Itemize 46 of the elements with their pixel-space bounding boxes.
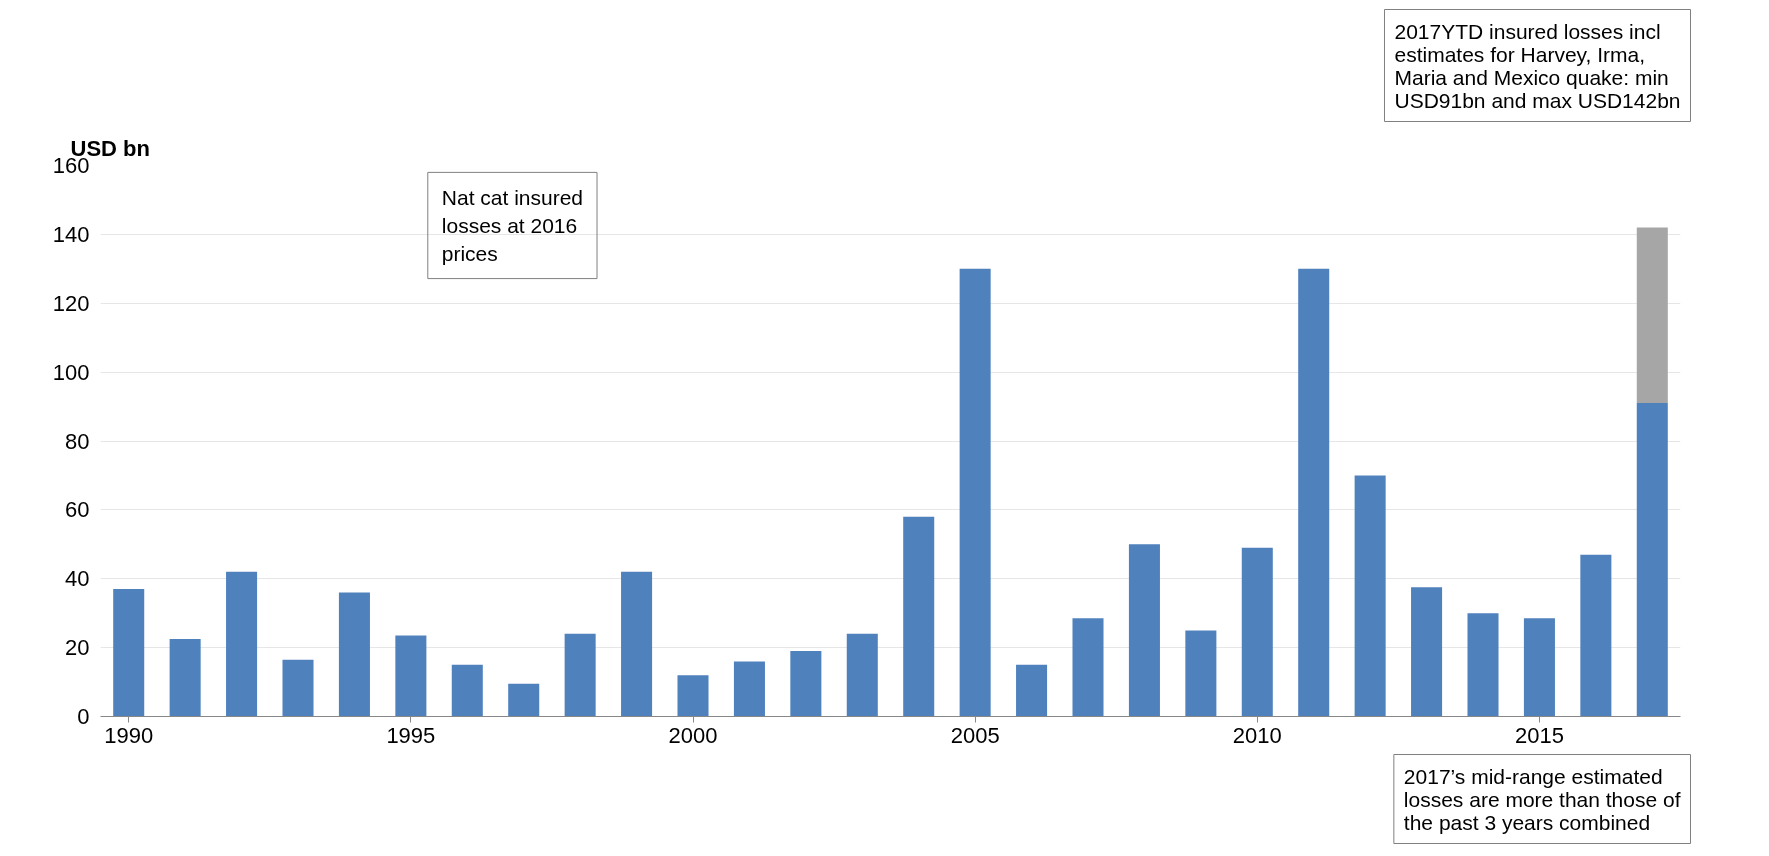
x-tick-label: 1995 [386,722,436,748]
y-tick-label: 120 [52,290,90,316]
y-tick-label: 20 [65,635,90,661]
bar [564,633,596,717]
annotation: Nat cat insured losses at 2016 prices [441,186,584,265]
bar [1185,630,1217,717]
bar [451,664,483,717]
bar [1636,403,1668,717]
x-tick-label: 2010 [1232,722,1282,748]
bar [1241,547,1273,717]
x-tick-label: 2005 [950,722,1000,748]
text: 2017YTD insured losses incl estimates for Harvey, Irma, Maria and Mexico quake: min USD91bn and max USD142bn [1394,19,1681,112]
y-tick-label: 0 [77,704,90,729]
bar [790,651,822,717]
y-tick-label: 100 [52,359,90,385]
bar [733,661,765,717]
x-tick-label: 1990 [104,722,154,748]
bar [1298,268,1330,717]
bar [1072,618,1104,717]
bar [508,683,540,717]
bar [338,592,370,717]
bar [621,571,653,717]
bar [1467,613,1499,717]
bar [959,268,991,717]
y-tick-label: 140 [52,221,90,247]
bar [846,633,878,717]
bar [282,659,314,717]
bar [1354,475,1386,717]
bar [1580,554,1612,717]
bar [1636,227,1668,404]
bar [113,589,145,717]
bar [395,635,427,717]
y-tick-label: 40 [65,566,90,592]
bar [1523,618,1555,717]
bar [677,675,709,717]
bar [169,639,201,717]
text: 2017’s mid-range estimated losses are more than those of the past 3 years combined [1403,764,1681,834]
y-tick-label: 60 [65,497,90,523]
bar [903,516,935,717]
bar [1016,664,1048,717]
bar [1411,587,1443,717]
bar [1128,544,1160,717]
x-tick-label: 2015 [1514,722,1564,748]
x-tick-label: 2000 [668,722,718,748]
y-tick-label: 80 [65,428,90,454]
bar [226,571,258,717]
